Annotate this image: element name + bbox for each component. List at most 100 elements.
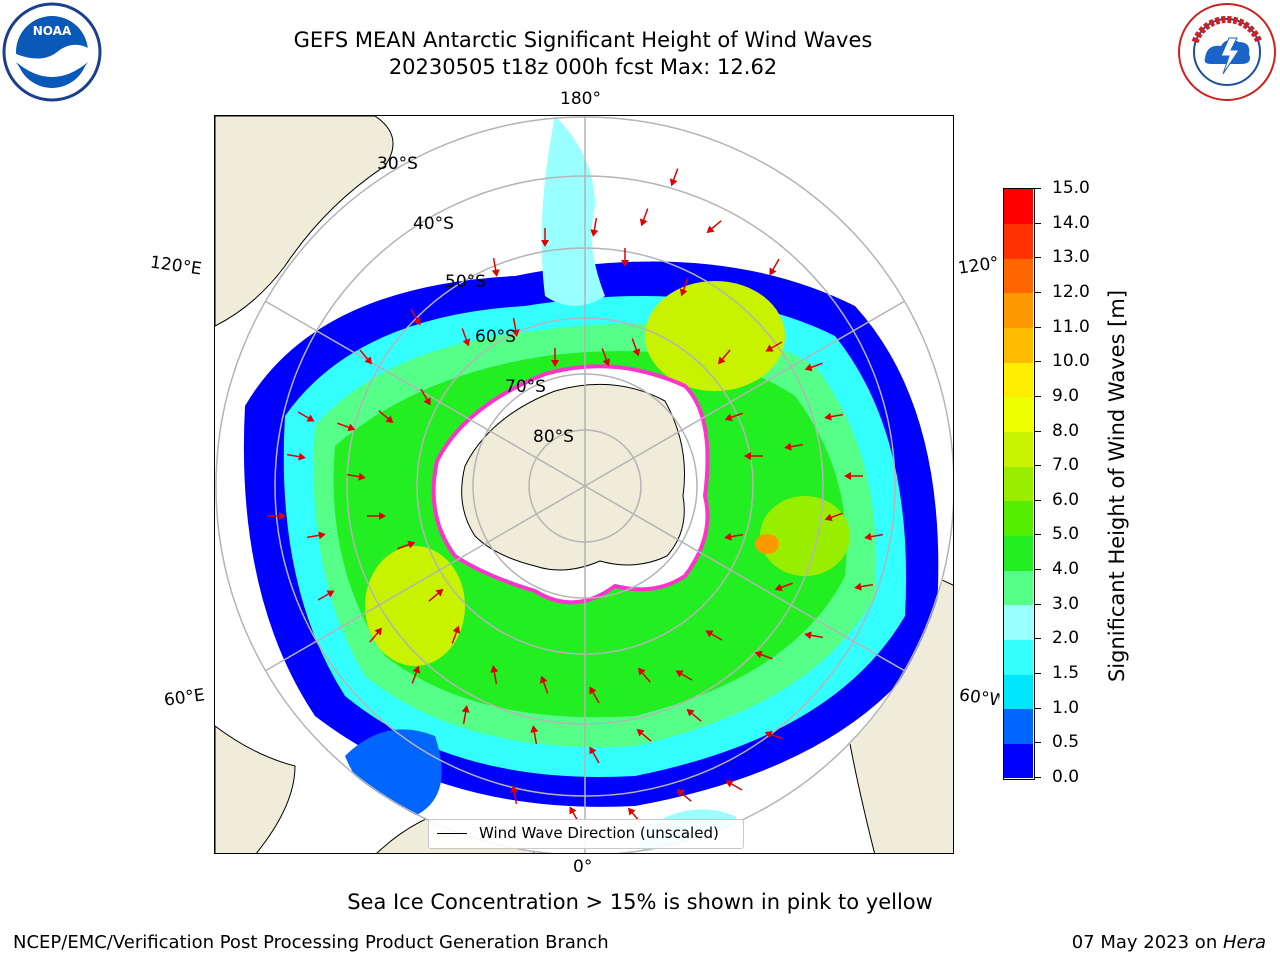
wave-arrow <box>451 625 461 644</box>
wave-arrow <box>705 630 723 641</box>
colorbar-tick-label: 4.0 <box>1052 559 1080 580</box>
colorbar-segment <box>1004 535 1033 571</box>
wave-arrow <box>490 665 499 685</box>
wave-arrow <box>420 388 431 406</box>
colorbar-segment <box>1004 258 1033 294</box>
wave-arrow <box>724 532 744 541</box>
colorbar-tick-mark <box>1035 361 1041 363</box>
noaa-logo: NOAA <box>2 2 102 102</box>
lat-label-30s: 30°S <box>377 154 418 174</box>
colorbar-segment <box>1004 500 1033 536</box>
colorbar-tick-label: 2.0 <box>1052 628 1080 649</box>
colorbar-segment <box>1004 708 1033 744</box>
wave-arrow <box>764 730 783 740</box>
wave-arrow <box>601 348 611 367</box>
map-legend: Wind Wave Direction (unscaled) <box>428 819 744 849</box>
lon-label-120e: 120°E <box>148 252 203 280</box>
wave-arrow <box>725 780 743 791</box>
wave-arrow <box>397 540 416 550</box>
graticule <box>215 116 953 853</box>
wave-arrow <box>769 258 780 276</box>
lon-label-60e: 60°E <box>162 685 207 711</box>
wave-arrow <box>541 228 549 247</box>
wind-wave-arrows <box>267 168 884 824</box>
colorbar-tick-mark <box>1035 257 1041 259</box>
wave-arrow <box>784 442 804 451</box>
colorbar-tick-label: 3.0 <box>1052 593 1080 614</box>
wave-arrow <box>551 348 559 367</box>
colorbar-segment <box>1004 639 1033 675</box>
wave-arrow <box>369 627 383 643</box>
lon-label-180: 180° <box>560 89 601 109</box>
colorbar-segment <box>1004 292 1033 329</box>
wave-arrow <box>491 257 500 277</box>
footer-organization: NCEP/EMC/Verification Post Processing Pr… <box>13 932 609 953</box>
wave-arrow <box>367 512 386 520</box>
colorbar-tick-label: 8.0 <box>1052 420 1080 441</box>
footer-host: Hera <box>1222 932 1266 953</box>
colorbar-segment <box>1004 674 1033 710</box>
colorbar-tick-mark <box>1035 395 1041 397</box>
nws-logo <box>1177 2 1277 102</box>
wave-arrow <box>428 588 444 602</box>
footer-date-text: 07 May 2023 on <box>1071 932 1223 953</box>
wave-arrow <box>824 412 844 421</box>
wave-arrow <box>804 631 824 640</box>
wave-arrow <box>669 168 679 187</box>
colorbar-tick-mark <box>1035 465 1041 467</box>
wave-arrow <box>359 349 373 365</box>
colorbar-tick-mark <box>1035 188 1041 189</box>
colorbar-tick-label: 5.0 <box>1052 524 1080 545</box>
colorbar-segment <box>1004 604 1033 640</box>
wave-arrow <box>267 512 286 520</box>
wave-arrow <box>410 308 421 326</box>
wave-arrow <box>511 317 520 337</box>
colorbar-tick-mark <box>1035 222 1041 224</box>
polar-map: 30°S 40°S 50°S 60°S 70°S 80°S Wind Wave … <box>214 115 954 854</box>
colorbar-tick-label: 12.0 <box>1052 281 1090 302</box>
wave-arrow <box>844 472 863 480</box>
wave-arrow <box>530 725 539 745</box>
sea-ice-note: Sea Ice Concentration > 15% is shown in … <box>347 890 933 914</box>
colorbar-tick-label: 9.0 <box>1052 385 1080 406</box>
colorbar-segment <box>1004 466 1033 502</box>
colorbar-segment <box>1004 362 1033 398</box>
colorbar-tick-mark <box>1035 569 1041 571</box>
wave-arrow <box>639 208 649 227</box>
lon-label-120w: 120° <box>956 253 1001 279</box>
wave-arrow <box>621 248 629 267</box>
wave-arrow <box>411 665 421 684</box>
wave-arrow <box>824 512 843 522</box>
colorbar-tick-mark <box>1035 707 1041 709</box>
colorbar-tick-mark <box>1035 430 1041 432</box>
lon-label-60w: 60°W <box>957 685 1001 711</box>
wave-arrow <box>461 705 470 725</box>
wave-arrow <box>676 788 692 802</box>
legend-label: Wind Wave Direction (unscaled) <box>479 824 719 842</box>
colorbar-tick-label: 10.0 <box>1052 351 1090 372</box>
colorbar-tick-label: 7.0 <box>1052 455 1080 476</box>
wave-arrow <box>346 472 366 481</box>
wave-arrow <box>854 582 874 591</box>
wave-arrow <box>589 746 600 764</box>
colorbar-tick-label: 15.0 <box>1052 178 1090 198</box>
wave-arrow <box>724 412 743 422</box>
colorbar-tick-mark <box>1035 534 1041 536</box>
wave-arrow <box>774 582 793 592</box>
wave-arrow <box>679 278 689 297</box>
map-boundary <box>215 116 953 853</box>
wave-arrow <box>590 217 599 237</box>
colorbar <box>1003 188 1035 780</box>
colorbar-tick-label: 14.0 <box>1052 212 1090 233</box>
colorbar-tick-mark <box>1035 603 1041 605</box>
wave-arrow <box>589 686 600 704</box>
legend-line-icon <box>437 833 467 834</box>
colorbar-tick-mark <box>1035 673 1041 675</box>
wave-arrow <box>631 338 641 357</box>
colorbar-tick-mark <box>1035 499 1041 501</box>
colorbar-tick-label: 1.5 <box>1052 663 1080 684</box>
colorbar-segment <box>1004 396 1033 433</box>
wave-arrow <box>717 349 731 365</box>
wave-arrow <box>675 670 693 681</box>
colorbar-segment <box>1004 327 1033 363</box>
